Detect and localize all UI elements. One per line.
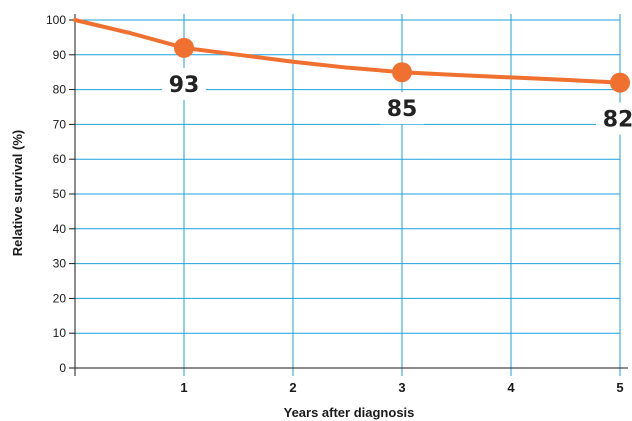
y-tick-label: 60 bbox=[53, 152, 67, 166]
y-tick-label: 70 bbox=[53, 117, 67, 131]
y-tick-labels: 0 10 20 30 40 50 60 70 80 90 100 bbox=[46, 13, 66, 375]
x-tick-label: 2 bbox=[289, 380, 296, 395]
data-label-layer: 93 85 82 bbox=[162, 67, 632, 135]
data-label: 82 bbox=[603, 108, 632, 133]
data-label-background bbox=[380, 92, 424, 125]
y-tick-label: 10 bbox=[53, 326, 67, 340]
horizontal-gridlines bbox=[75, 19, 620, 334]
data-point bbox=[174, 37, 194, 58]
y-tick-label: 90 bbox=[53, 48, 67, 62]
series-layer bbox=[73, 18, 622, 85]
data-point bbox=[610, 72, 630, 93]
data-label: 85 bbox=[387, 97, 418, 122]
series-line bbox=[73, 18, 622, 85]
x-axis-title: Years after diagnosis bbox=[284, 405, 415, 420]
data-label-background bbox=[596, 102, 632, 135]
x-tick-labels: 1 2 3 4 5 bbox=[180, 380, 623, 395]
y-tick-label: 20 bbox=[53, 291, 67, 305]
x-tick-label: 1 bbox=[180, 380, 187, 395]
x-tick-label: 5 bbox=[616, 380, 623, 395]
data-label-background bbox=[162, 67, 206, 100]
data-point bbox=[392, 62, 412, 83]
y-tick-label: 40 bbox=[53, 222, 67, 236]
x-tick-label: 4 bbox=[507, 380, 515, 395]
axes bbox=[69, 14, 628, 376]
y-tick-label: 80 bbox=[53, 83, 67, 97]
x-tick-label: 3 bbox=[398, 380, 405, 395]
y-tick-label: 0 bbox=[59, 361, 66, 375]
y-tick-label: 30 bbox=[53, 257, 67, 271]
y-tick-label: 100 bbox=[46, 13, 66, 27]
y-tick-label: 50 bbox=[53, 187, 67, 201]
data-label: 93 bbox=[169, 73, 200, 98]
marker-layer bbox=[174, 37, 630, 93]
y-axis-title: Relative survival (%) bbox=[10, 130, 25, 256]
